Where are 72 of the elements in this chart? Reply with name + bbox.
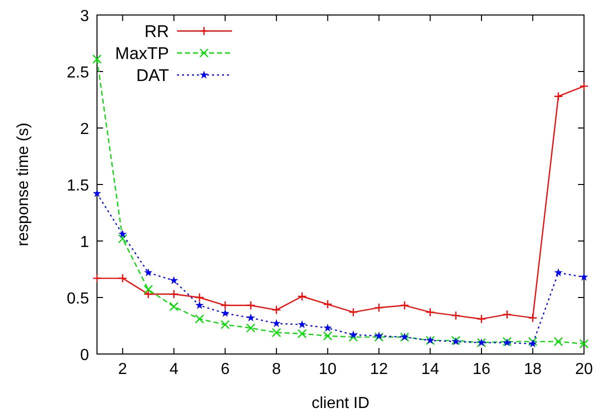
point: [400, 300, 410, 310]
point: [579, 82, 589, 91]
y-tick-label: 3: [80, 8, 90, 25]
x-tick-label: 20: [575, 361, 593, 378]
y-tick-label: 0: [80, 347, 90, 364]
point: [272, 319, 281, 328]
point: [246, 313, 255, 322]
point: [169, 290, 178, 299]
point: [118, 274, 128, 283]
point: [297, 329, 307, 338]
point: [169, 302, 178, 312]
point: [348, 332, 358, 342]
point: [246, 300, 256, 310]
point: [144, 290, 153, 299]
x-tick-label: 18: [524, 361, 542, 378]
point: [144, 284, 153, 294]
y-axis-title: response time (s): [15, 122, 32, 246]
point: [92, 189, 102, 198]
point: [220, 320, 230, 330]
point: [451, 310, 460, 320]
legend-label: MaxTP: [115, 44, 169, 63]
point: [272, 328, 282, 338]
point: [220, 300, 230, 310]
x-tick-label: 4: [169, 361, 178, 378]
y-tick-label: 0.5: [66, 290, 90, 308]
legend-label: DAT: [136, 66, 169, 85]
y-tick-label: 1: [80, 234, 90, 251]
x-axis-title: client ID: [312, 395, 370, 412]
point: [194, 314, 204, 324]
x-tick-label: 14: [421, 361, 440, 378]
point: [554, 336, 563, 346]
x-tick-label: 12: [370, 361, 388, 378]
x-tick-label: 16: [472, 361, 490, 378]
point: [426, 308, 435, 317]
point: [323, 324, 332, 332]
point: [195, 300, 204, 309]
point: [323, 331, 332, 341]
point: [220, 308, 230, 317]
point: [92, 274, 102, 283]
y-tick-label: 1.5: [66, 178, 90, 194]
point: [554, 92, 563, 101]
point: [118, 230, 127, 238]
point: [476, 314, 486, 324]
x-tick-label: 8: [272, 361, 281, 378]
point: [144, 268, 152, 276]
point: [502, 310, 512, 320]
y-tick-label: 2: [80, 121, 90, 138]
point: [374, 332, 384, 342]
point: [374, 303, 384, 312]
point: [349, 330, 358, 338]
point: [528, 336, 538, 346]
point: [246, 323, 256, 333]
point: [323, 300, 332, 309]
legend-label: RR: [144, 22, 169, 41]
point: [528, 339, 537, 348]
point: [554, 268, 563, 276]
x-tick-label: 2: [118, 361, 128, 378]
point: [298, 320, 306, 328]
point: [580, 272, 588, 281]
point: [194, 292, 204, 302]
point: [579, 339, 589, 348]
point: [92, 54, 102, 64]
y-tick-label: 2.5: [66, 64, 90, 82]
x-tick-label: 6: [220, 361, 230, 378]
point: [297, 292, 307, 301]
point: [272, 305, 282, 315]
point: [118, 234, 128, 244]
point: [170, 276, 178, 284]
x-tick-label: 10: [318, 361, 337, 378]
point: [528, 313, 538, 322]
point: [348, 308, 358, 317]
point: [374, 331, 384, 340]
